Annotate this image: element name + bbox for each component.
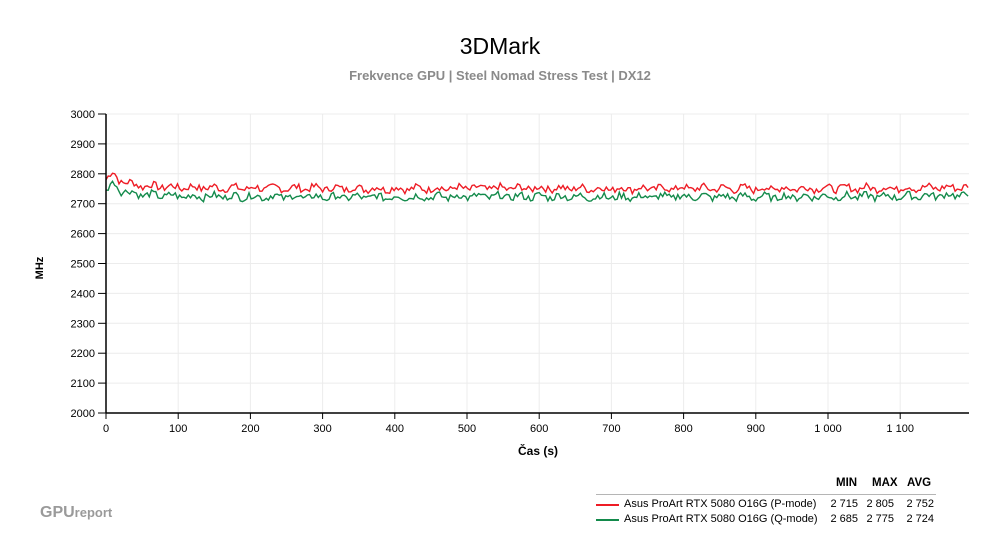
y-tick-label: 2900	[71, 139, 95, 151]
chart-title: 3DMark	[459, 33, 541, 59]
x-tick-label: 0	[103, 423, 109, 435]
y-tick-label: 2400	[71, 288, 95, 300]
x-tick-label: 100	[169, 423, 187, 435]
series-line-q-mode	[105, 180, 969, 204]
legend-item-q-mode: Asus ProArt RTX 5080 O16G (Q-mode) 2 685…	[596, 513, 936, 527]
series-line-p-mode	[105, 172, 969, 196]
logo-sub: report	[74, 505, 113, 520]
x-axis-label: Čas (s)	[517, 444, 558, 458]
x-tick-label: 200	[241, 423, 259, 435]
x-tick-label: 500	[458, 423, 476, 435]
y-tick-label: 2700	[71, 199, 95, 211]
y-tick-label: 2600	[71, 229, 95, 241]
legend-item-name: Asus ProArt RTX 5080 O16G (Q-mode)	[624, 513, 818, 525]
y-tick-label: 2300	[71, 318, 95, 330]
legend-item-min: 2 715	[830, 498, 858, 510]
legend-item-name: Asus ProArt RTX 5080 O16G (P-mode)	[624, 498, 817, 510]
legend-header-avg: AVG	[907, 477, 932, 489]
x-tick-label: 800	[674, 423, 692, 435]
legend-item-avg: 2 752	[906, 498, 934, 510]
y-tick-label: 2200	[71, 348, 95, 360]
grid-lines	[106, 113, 969, 413]
x-tick-label: 900	[747, 423, 765, 435]
y-tick-label: 2000	[71, 408, 95, 420]
legend-item-avg: 2 724	[906, 513, 934, 525]
y-tick-label: 2500	[71, 259, 95, 271]
series-lines	[105, 172, 969, 204]
y-tick-label: 2100	[71, 378, 95, 390]
legend-divider	[596, 494, 936, 495]
chart-subtitle: Frekvence GPU | Steel Nomad Stress Test …	[349, 68, 651, 83]
x-tick-label: 1 000	[814, 423, 842, 435]
legend-item-min: 2 685	[830, 513, 858, 525]
x-tick-label: 300	[313, 423, 331, 435]
legend-header-max: MAX	[872, 477, 898, 489]
legend-item-max: 2 775	[866, 513, 894, 525]
x-tick-label: 700	[602, 423, 620, 435]
gpureport-logo: GPUreport	[40, 504, 112, 522]
y-tick-label: 2800	[71, 169, 95, 181]
x-axis-ticks: 0 100 200 300 400 500 600 700 800 900 1 000 1 100	[103, 413, 914, 435]
x-tick-label: 600	[530, 423, 548, 435]
logo-main: GPU	[40, 504, 75, 521]
y-axis-label: MHz	[34, 256, 46, 280]
x-tick-label: 400	[386, 423, 404, 435]
legend-header-min: MIN	[836, 477, 858, 489]
legend-swatch-green	[596, 519, 619, 521]
x-tick-label: 1 100	[886, 423, 914, 435]
legend-swatch-red	[596, 504, 619, 506]
legend-item-p-mode: Asus ProArt RTX 5080 O16G (P-mode) 2 715…	[596, 498, 936, 512]
y-axis-ticks: 2000 2100 2200 2300 2400 2500 2600 2700 2800 2900…	[71, 109, 106, 420]
y-tick-label: 3000	[71, 109, 95, 121]
legend-item-max: 2 805	[866, 498, 894, 510]
